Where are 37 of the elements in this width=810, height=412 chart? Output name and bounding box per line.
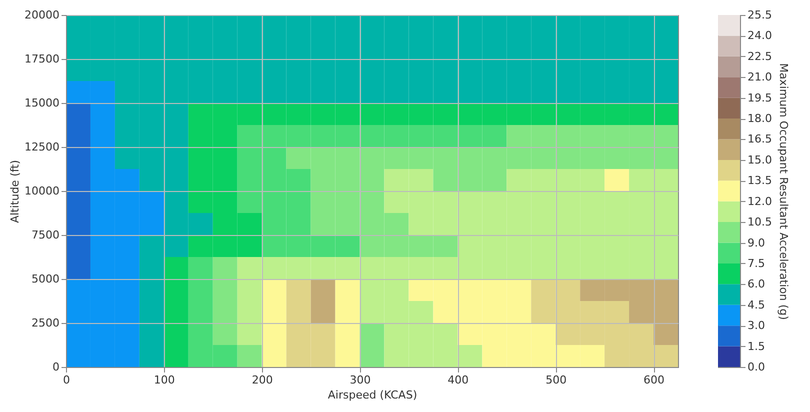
x-tick-label: 600 xyxy=(644,374,665,386)
color-bar-label: 19.5 xyxy=(748,91,772,104)
x-tick-label: 500 xyxy=(546,374,567,386)
y-tick-label: 20000 xyxy=(24,8,60,22)
x-tick-label: 400 xyxy=(448,374,469,386)
color-bar-label: 3.0 xyxy=(748,319,765,332)
color-bar-label: 0.0 xyxy=(748,360,765,374)
x-tick-label: 100 xyxy=(154,374,175,386)
color-bar-label: 13.5 xyxy=(748,174,772,188)
color-bar-label: 16.5 xyxy=(748,132,772,146)
color-bar-label: 6.0 xyxy=(748,278,765,291)
y-tick-label: 5000 xyxy=(32,272,60,286)
color-bar-label: 25.5 xyxy=(748,8,772,22)
color-bar-label: 15.0 xyxy=(748,153,772,166)
y-tick-label: 0 xyxy=(52,360,60,374)
x-tick-label: 0 xyxy=(63,374,70,386)
y-tick-label: 10000 xyxy=(24,184,60,198)
color-bar-label: 4.5 xyxy=(748,298,765,312)
color-bar-label: 24.0 xyxy=(748,29,772,42)
y-axis-title: Altitude (ft) xyxy=(8,160,22,224)
color-bar-label: 7.5 xyxy=(748,256,765,270)
color-bar-label: 1.5 xyxy=(748,340,765,353)
color-bar-label: 21.0 xyxy=(748,70,772,84)
y-tick-label: 7500 xyxy=(32,228,60,242)
y-tick-label: 15000 xyxy=(24,96,60,110)
x-tick-label: 200 xyxy=(252,374,273,386)
y-tick-label: 2500 xyxy=(32,316,60,330)
y-tick-label: 17500 xyxy=(24,52,60,66)
color-bar-label: 12.0 xyxy=(748,194,772,208)
y-tick-label: 12500 xyxy=(24,140,60,154)
color-bar-title: Maximum Occupant Resultant Acceleration (g) xyxy=(776,63,790,320)
x-tick-label: 300 xyxy=(350,374,371,386)
color-bar-label: 18.0 xyxy=(748,112,772,126)
color-bar-label: 10.5 xyxy=(748,216,772,229)
x-axis-title: Airspeed (KCAS) xyxy=(328,388,418,402)
color-bar-label: 22.5 xyxy=(748,50,772,63)
color-bar-label: 9.0 xyxy=(748,236,765,250)
